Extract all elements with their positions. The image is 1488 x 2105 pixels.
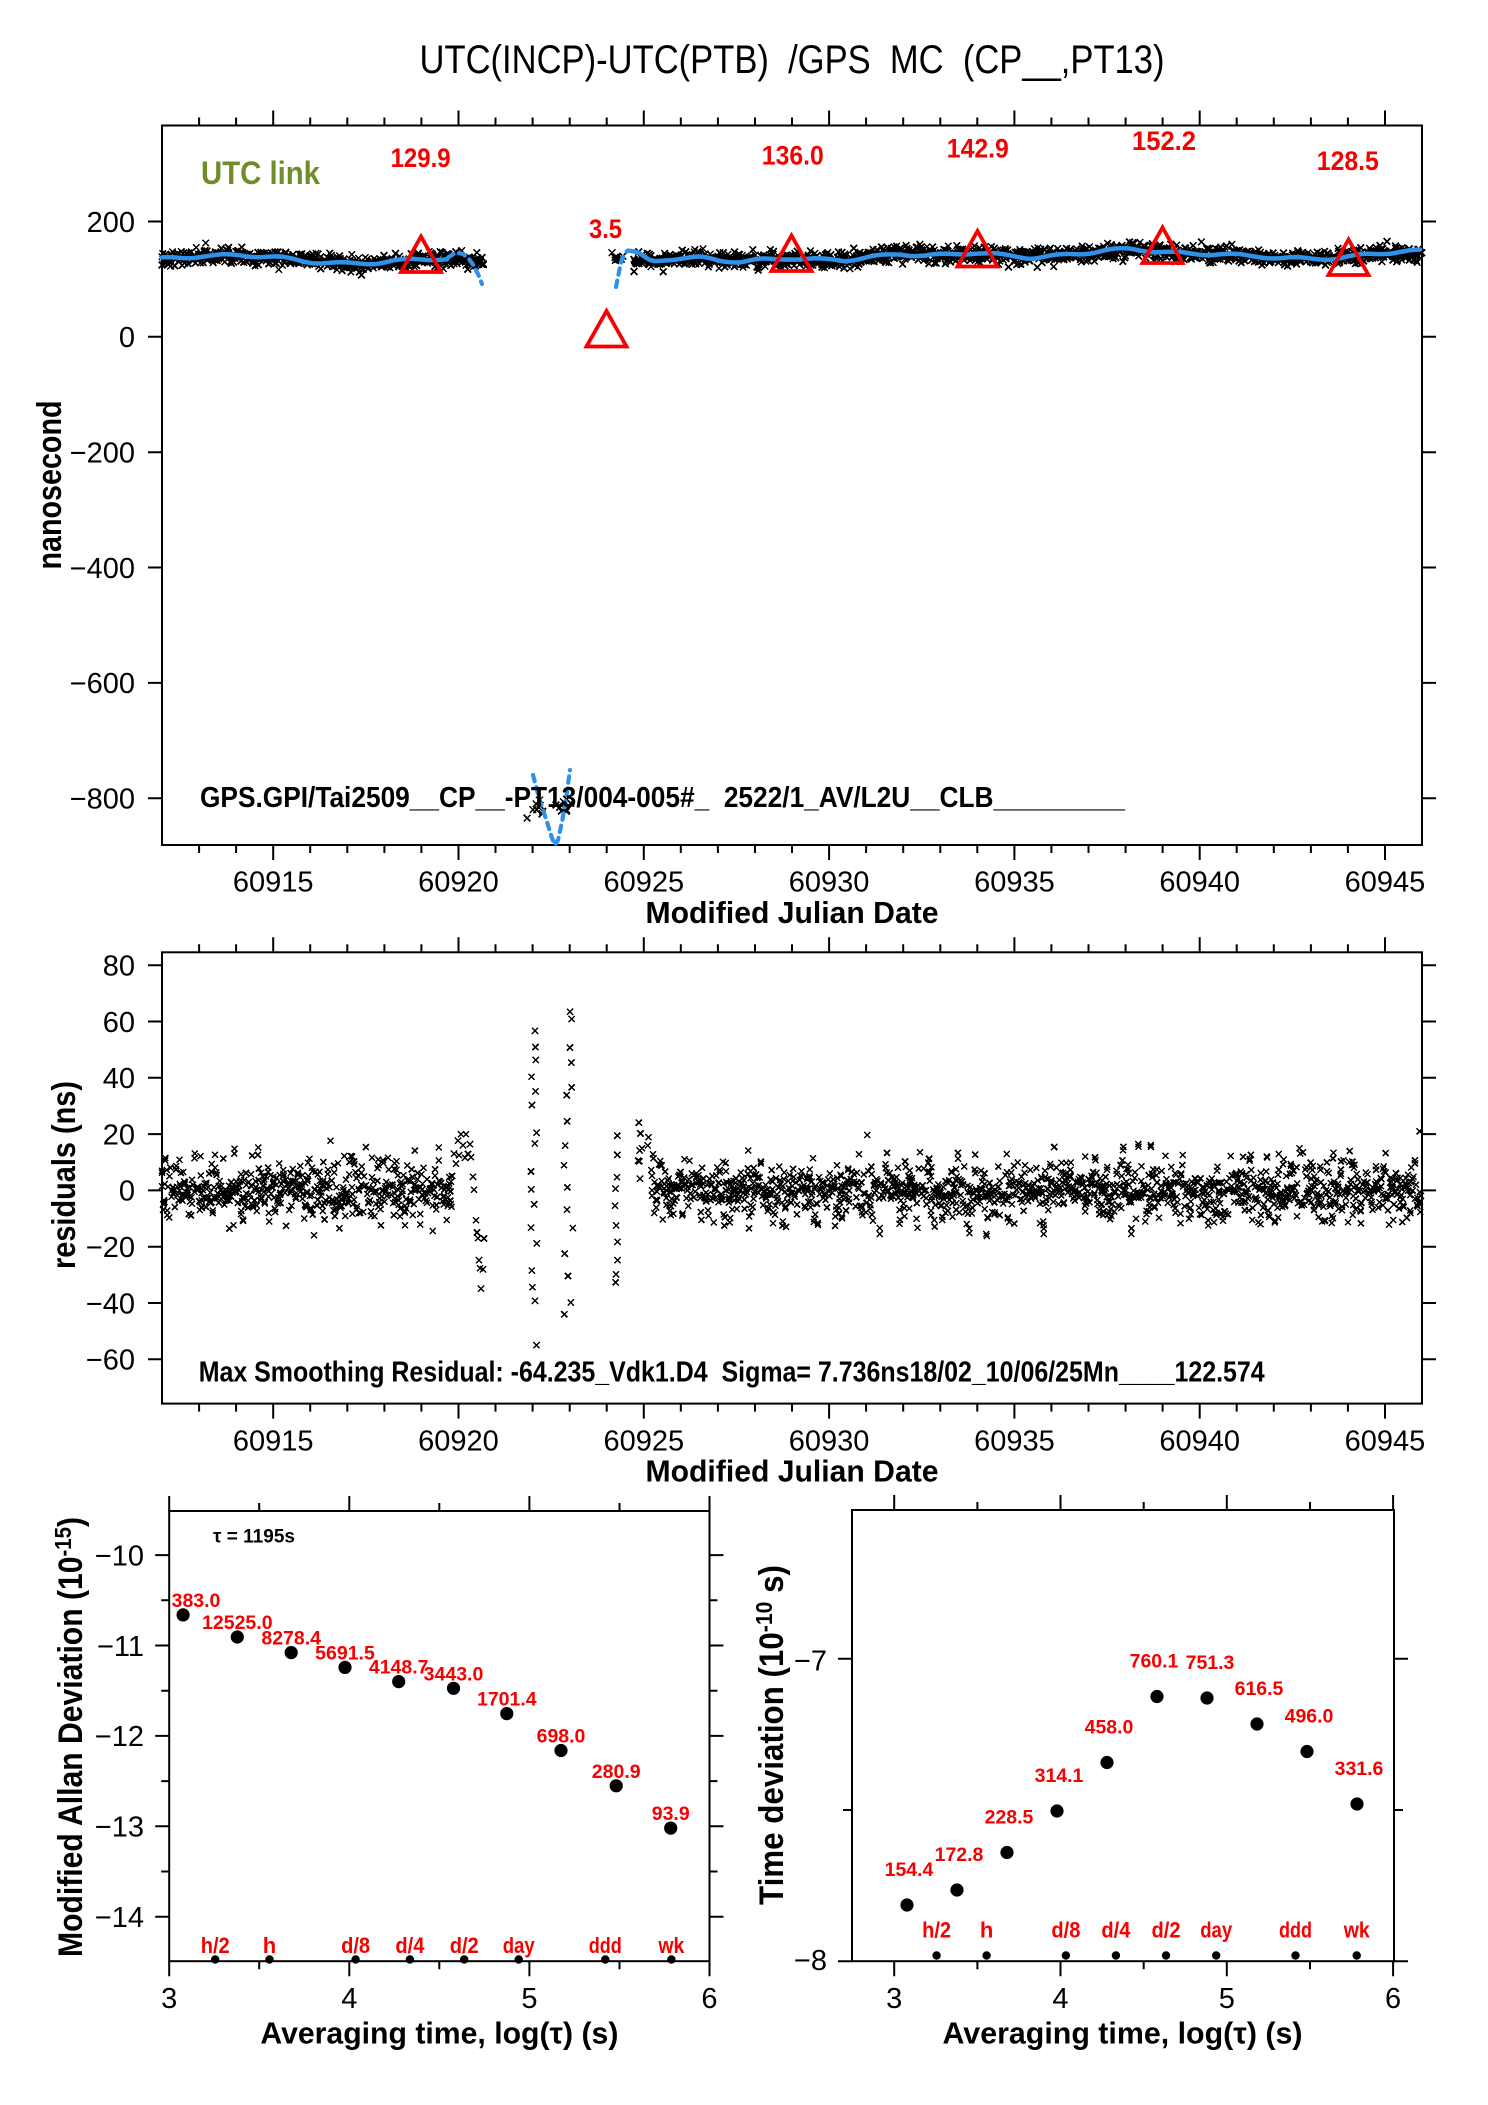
- svg-text:40: 40: [103, 1063, 135, 1095]
- svg-text:−20: −20: [86, 1232, 135, 1264]
- svg-text:280.9: 280.9: [592, 1761, 641, 1783]
- svg-text:day: day: [503, 1933, 536, 1958]
- svg-text:−400: −400: [70, 553, 135, 585]
- svg-text:60940: 60940: [1159, 1425, 1240, 1457]
- svg-text:3.5: 3.5: [589, 214, 622, 244]
- svg-text:Averaging time, log(τ) (s): Averaging time, log(τ) (s): [943, 2016, 1303, 2051]
- svg-text:3: 3: [886, 1983, 902, 2015]
- svg-text:ddd: ddd: [589, 1933, 622, 1958]
- svg-text:−40: −40: [86, 1288, 135, 1320]
- svg-text:60925: 60925: [603, 867, 684, 899]
- svg-text:5691.5: 5691.5: [315, 1642, 375, 1664]
- svg-text:20: 20: [103, 1119, 135, 1151]
- svg-text:h/2: h/2: [201, 1933, 230, 1958]
- svg-text:8278.4: 8278.4: [261, 1628, 321, 1650]
- svg-text:60945: 60945: [1345, 1425, 1426, 1457]
- svg-text:−12: −12: [95, 1721, 144, 1753]
- svg-text:Averaging time, log(τ) (s): Averaging time, log(τ) (s): [260, 2016, 618, 2051]
- svg-text:d/2: d/2: [450, 1933, 479, 1958]
- svg-text:128.5: 128.5: [1317, 146, 1379, 176]
- svg-text:314.1: 314.1: [1035, 1765, 1084, 1787]
- svg-text:d/4: d/4: [395, 1933, 425, 1958]
- svg-text:152.2: 152.2: [1132, 126, 1196, 156]
- svg-text:ddd: ddd: [1279, 1918, 1312, 1943]
- svg-text:129.9: 129.9: [391, 143, 451, 173]
- svg-text:wk: wk: [658, 1933, 686, 1958]
- svg-text:60915: 60915: [233, 867, 314, 899]
- svg-text:60945: 60945: [1345, 867, 1426, 899]
- svg-text:6: 6: [701, 1983, 717, 2015]
- svg-text:UTC link: UTC link: [201, 155, 320, 191]
- svg-text:−200: −200: [70, 438, 135, 470]
- svg-text:d/4: d/4: [1101, 1918, 1131, 1943]
- svg-text:0: 0: [119, 322, 135, 354]
- svg-text:172.8: 172.8: [935, 1844, 984, 1866]
- svg-text:4148.7: 4148.7: [369, 1657, 429, 1679]
- svg-text:5: 5: [1219, 1983, 1235, 2015]
- svg-text:−8: −8: [794, 1945, 827, 1977]
- svg-text:60915: 60915: [233, 1425, 314, 1457]
- svg-text:−10: −10: [95, 1540, 144, 1572]
- svg-text:4: 4: [341, 1983, 357, 2015]
- svg-text:154.4: 154.4: [885, 1859, 934, 1881]
- svg-text:h/2: h/2: [922, 1918, 951, 1943]
- svg-text:nanosecond: nanosecond: [31, 401, 69, 570]
- svg-text:−60: −60: [86, 1345, 135, 1377]
- svg-text:60940: 60940: [1159, 867, 1240, 899]
- svg-text:4: 4: [1052, 1983, 1068, 2015]
- svg-text:200: 200: [87, 207, 135, 239]
- svg-text:residuals (ns): residuals (ns): [45, 1081, 82, 1269]
- svg-text:60920: 60920: [418, 1425, 499, 1457]
- svg-text:458.0: 458.0: [1085, 1717, 1134, 1739]
- svg-text:751.3: 751.3: [1186, 1652, 1235, 1674]
- svg-text:Modified Julian Date: Modified Julian Date: [646, 1454, 939, 1489]
- svg-text:−14: −14: [95, 1902, 144, 1934]
- svg-text:496.0: 496.0: [1285, 1706, 1334, 1728]
- svg-text:GPS.GPI/Tai2509__CP__-PT13/004: GPS.GPI/Tai2509__CP__-PT13/004-005#_ 252…: [200, 782, 1126, 814]
- svg-text:−11: −11: [97, 1631, 144, 1663]
- svg-text:60930: 60930: [789, 867, 870, 899]
- svg-text:Max Smoothing Residual: -64.23: Max Smoothing Residual: -64.235_Vdk1.D4 …: [199, 1357, 1265, 1389]
- svg-text:60935: 60935: [974, 1425, 1055, 1457]
- svg-text:−600: −600: [70, 668, 135, 700]
- svg-text:0: 0: [119, 1176, 135, 1208]
- svg-text:60920: 60920: [418, 867, 499, 899]
- svg-text:−7: −7: [794, 1645, 827, 1677]
- svg-text:60930: 60930: [789, 1425, 870, 1457]
- svg-text:60935: 60935: [974, 867, 1055, 899]
- svg-text:h: h: [263, 1933, 276, 1958]
- svg-text:−800: −800: [70, 784, 135, 816]
- svg-text:h: h: [980, 1918, 993, 1943]
- svg-text:60925: 60925: [603, 1425, 684, 1457]
- svg-text:UTC(INCP)-UTC(PTB) /GPS MC: UTC(INCP)-UTC(PTB) /GPS MC (CP__,PT13): [420, 38, 1165, 82]
- svg-text:5: 5: [521, 1983, 537, 2015]
- svg-text:day: day: [1200, 1918, 1233, 1943]
- svg-text:698.0: 698.0: [537, 1726, 586, 1748]
- svg-text:331.6: 331.6: [1335, 1758, 1384, 1780]
- svg-text:d/8: d/8: [341, 1933, 370, 1958]
- svg-text:1701.4: 1701.4: [477, 1689, 537, 1711]
- svg-text:616.5: 616.5: [1235, 1678, 1284, 1700]
- svg-text:93.9: 93.9: [652, 1803, 690, 1825]
- svg-text:142.9: 142.9: [947, 134, 1009, 164]
- svg-text:τ = 1195s: τ = 1195s: [213, 1526, 295, 1547]
- svg-text:228.5: 228.5: [985, 1807, 1034, 1829]
- svg-text:60: 60: [103, 1007, 135, 1039]
- svg-text:80: 80: [103, 951, 135, 983]
- svg-text:383.0: 383.0: [172, 1590, 221, 1612]
- svg-text:3443.0: 3443.0: [424, 1663, 484, 1685]
- svg-text:760.1: 760.1: [1130, 1651, 1179, 1673]
- svg-text:Modified Allan Deviation (10-1: Modified Allan Deviation (10-15): [50, 1517, 90, 1957]
- svg-text:−13: −13: [95, 1812, 144, 1844]
- svg-text:Modified Julian Date: Modified Julian Date: [646, 895, 939, 930]
- svg-text:3: 3: [161, 1983, 177, 2015]
- svg-text:136.0: 136.0: [762, 141, 824, 171]
- svg-text:wk: wk: [1343, 1918, 1371, 1943]
- svg-text:12525.0: 12525.0: [202, 1612, 273, 1634]
- svg-text:d/2: d/2: [1152, 1918, 1181, 1943]
- svg-text:d/8: d/8: [1051, 1918, 1080, 1943]
- svg-text:6: 6: [1385, 1983, 1401, 2015]
